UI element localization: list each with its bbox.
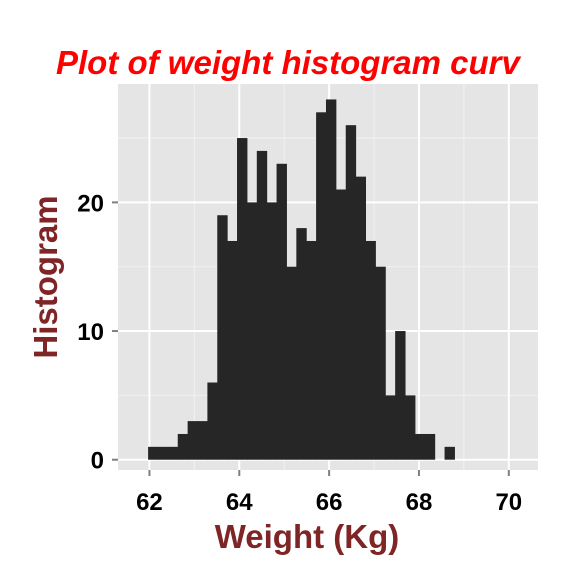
histogram-bar [167,446,179,460]
histogram-bar [227,240,238,460]
histogram-bar [414,433,426,460]
histogram-bar [325,99,337,460]
y-tick-label: 10 [77,319,104,346]
x-axis-title: Weight (Kg) [215,518,400,555]
histogram-bar [335,189,347,460]
x-tick-label: 68 [406,489,433,516]
x-tick-label: 70 [495,489,522,516]
histogram-bar [365,240,376,460]
histogram-bar [444,446,455,460]
histogram-bar [148,446,159,460]
histogram-bar [385,395,396,460]
histogram-bar [306,240,317,460]
histogram-bar [217,215,228,460]
x-tick-label: 66 [316,489,343,516]
y-axis-ticks: 0 10 20 [77,190,118,475]
histogram-bar [187,421,199,460]
histogram-bar [266,202,278,460]
x-tick-label: 64 [226,489,253,516]
histogram-bar [276,163,287,460]
histogram-bar [256,150,268,460]
histogram-bar [316,112,327,460]
histogram-bar [355,176,367,460]
chart-title: Plot of weight histogram curv [56,44,522,81]
histogram-bar [157,446,169,460]
y-tick-label: 0 [91,448,104,475]
histogram-bar [237,138,248,460]
histogram-bar [424,433,436,460]
histogram-bar [345,125,357,460]
y-axis-title: Histogram [27,195,64,358]
histogram-bar [246,202,258,460]
x-axis-ticks: 62 64 66 68 70 [136,470,522,516]
histogram-bar [207,382,218,460]
histogram-bar [286,266,297,460]
histogram-bar [177,433,189,460]
y-tick-label: 20 [77,190,104,217]
histogram-bar [405,395,416,460]
histogram-bar [197,421,208,460]
histogram-bar [296,228,307,460]
histogram-bar [375,266,386,460]
histogram-bars [148,99,455,460]
x-tick-label: 62 [136,489,163,516]
histogram-bar [395,331,406,460]
